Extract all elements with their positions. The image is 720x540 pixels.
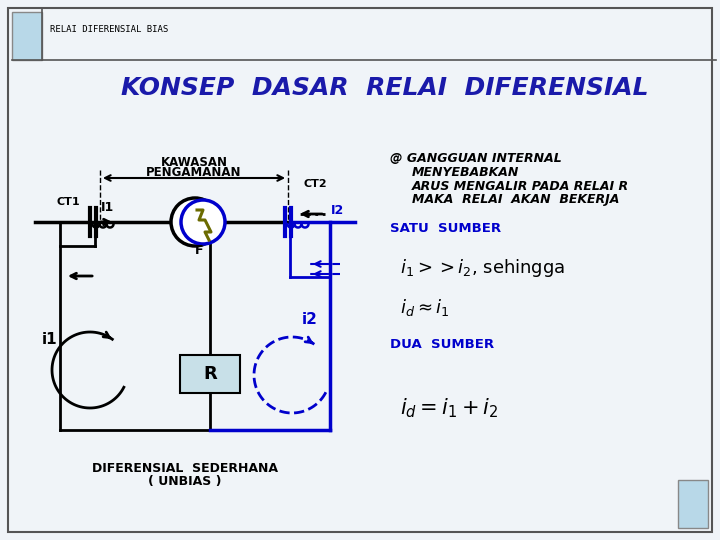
Text: $i_d \approx i_1$: $i_d \approx i_1$ [400,298,449,319]
Bar [678,480,708,528]
Circle shape [181,200,225,244]
Text: i2: i2 [302,313,318,327]
Bar [180,355,240,393]
Text: I1: I1 [100,201,114,214]
Text: MENYEBABKAN: MENYEBABKAN [412,165,519,179]
Text: I2: I2 [331,204,345,217]
Text: MAKA  RELAI  AKAN  BEKERJA: MAKA RELAI AKAN BEKERJA [412,193,619,206]
Text: PENGAMANAN: PENGAMANAN [146,166,242,179]
Text: KONSEP  DASAR  RELAI  DIFERENSIAL: KONSEP DASAR RELAI DIFERENSIAL [121,76,649,100]
Text: SATU  SUMBER: SATU SUMBER [390,221,501,234]
Text: ARUS MENGALIR PADA RELAI R: ARUS MENGALIR PADA RELAI R [412,179,629,192]
Text: R: R [203,365,217,383]
Text: DUA  SUMBER: DUA SUMBER [390,339,494,352]
Text: @ GANGGUAN INTERNAL: @ GANGGUAN INTERNAL [390,152,562,165]
Text: ( UNBIAS ): ( UNBIAS ) [148,476,222,489]
Bar [12,12,42,60]
Text: $i_1 >> i_2$, sehingga: $i_1 >> i_2$, sehingga [400,257,565,279]
Circle shape [171,198,219,246]
Text: RELAI DIFERENSIAL BIAS: RELAI DIFERENSIAL BIAS [50,25,168,35]
Text: i1: i1 [42,333,58,348]
Text: F: F [194,244,203,256]
Text: DIFERENSIAL  SEDERHANA: DIFERENSIAL SEDERHANA [92,462,278,475]
Text: $i_d = i_1 + i_2$: $i_d = i_1 + i_2$ [400,396,498,420]
Text: CT1: CT1 [56,197,80,207]
Text: CT2: CT2 [303,179,327,189]
Text: KAWASAN: KAWASAN [161,156,228,168]
